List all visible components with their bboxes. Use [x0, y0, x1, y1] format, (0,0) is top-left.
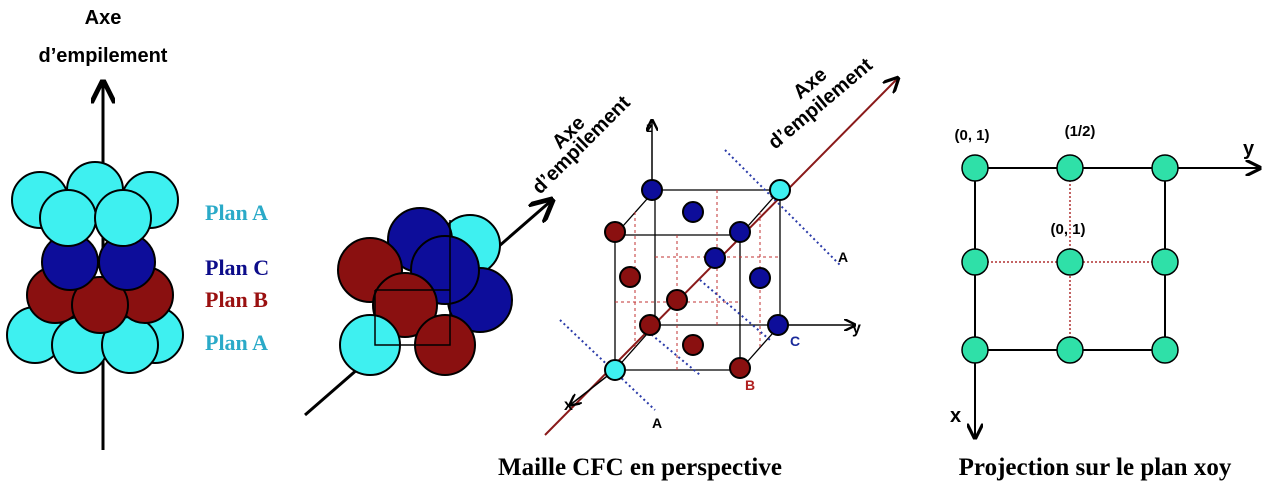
- perspective-panel: Axe d’empilement: [304, 92, 635, 417]
- point-label: (0, 1): [954, 127, 989, 144]
- plane-letter: B: [745, 377, 755, 393]
- plane-label: Plan A: [205, 330, 268, 355]
- axis-label: d’empilement: [39, 45, 168, 67]
- plane-label: Plan A: [205, 200, 268, 225]
- axis-letter: y: [1243, 138, 1255, 160]
- point-label: (0, 1): [1050, 221, 1085, 238]
- stacking-panel: Axe d’empilement Plan A Plan C Plan B Pl…: [6, 7, 269, 450]
- plane-letter: A: [652, 415, 662, 431]
- plane-letter: C: [790, 333, 800, 349]
- plane-label: Plan C: [205, 255, 269, 280]
- projection-panel: (0, 1) (1/2) (0, 1) y x Projection sur l…: [950, 123, 1260, 481]
- axis-letter: x: [564, 397, 573, 414]
- caption: Maille CFC en perspective: [498, 454, 782, 481]
- cfc-panel: Axe d’empilement z y x A A B C Maille CF…: [498, 54, 898, 481]
- axis-letter: z: [646, 119, 653, 135]
- point-label: (1/2): [1065, 123, 1096, 140]
- axis-letter: x: [950, 405, 961, 427]
- axis-letter: y: [852, 320, 861, 337]
- axis-label: Axe: [85, 7, 122, 29]
- plane-letter: A: [838, 249, 848, 265]
- axis-label: d’empilement: [528, 92, 635, 199]
- spheres: [6, 161, 184, 374]
- caption: Projection sur le plan xoy: [959, 454, 1232, 481]
- plane-label: Plan B: [205, 287, 268, 312]
